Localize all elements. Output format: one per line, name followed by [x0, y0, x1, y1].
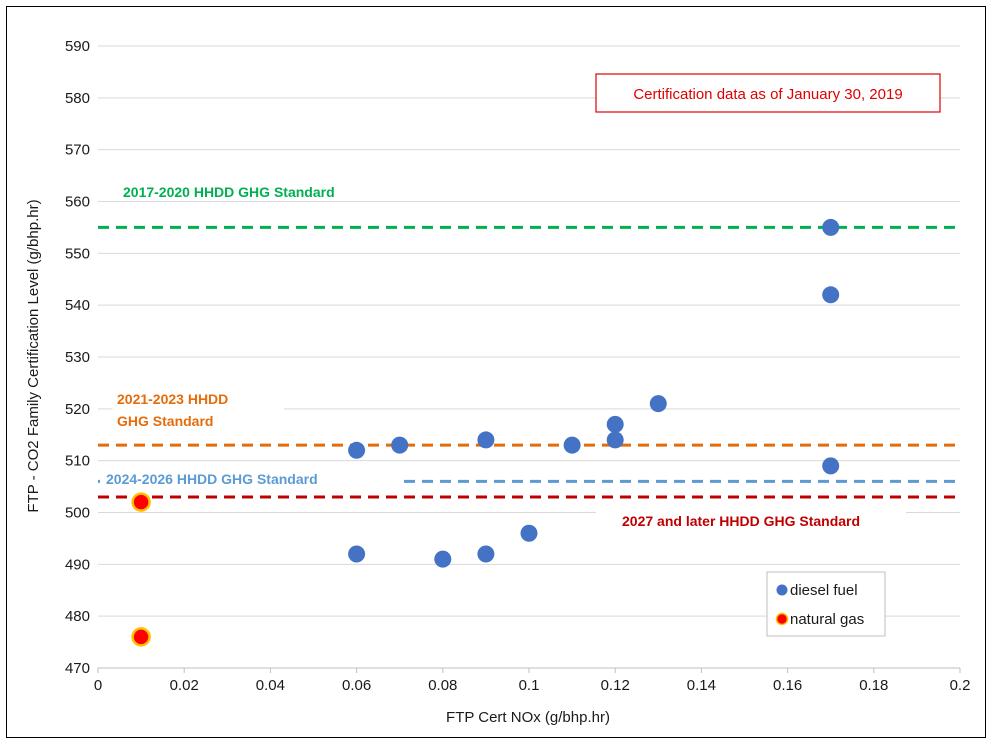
x-tick-label: 0.1: [519, 677, 540, 694]
axes: 470 480 490 500 510 520 530 540 550 560 570 580 590 0…: [65, 38, 970, 694]
ref-label-2021-2023-bg: [112, 383, 284, 429]
legend-marker-natural-gas: [775, 612, 789, 626]
annotation-text: Certification data as of January 30, 201…: [633, 86, 902, 103]
data-point: [477, 431, 495, 449]
ref-label-2027: 2027 and later HHDD GHG Standard: [622, 513, 860, 529]
data-point: [822, 286, 840, 304]
data-point: [348, 441, 366, 459]
x-tick-label: 0.08: [428, 677, 457, 694]
reference-lines: [98, 225, 960, 499]
y-tick-label: 530: [65, 349, 90, 366]
chart-frame: [6, 6, 986, 738]
ref-label-2021-2023-line1: 2021-2023 HHDD: [117, 391, 228, 407]
y-tick-label: 570: [65, 142, 90, 159]
legend-label-diesel: diesel fuel: [790, 582, 858, 599]
y-tick-label: 500: [65, 505, 90, 522]
data-point: [434, 550, 452, 568]
annotation-box: [595, 73, 941, 113]
legend-box: [766, 571, 886, 637]
x-tick-label: 0.02: [170, 677, 199, 694]
x-axis-title: FTP Cert NOx (g/bhp.hr): [446, 709, 610, 726]
ref-label-2021-2023-line2: GHG Standard: [117, 413, 213, 429]
y-tick-label: 480: [65, 608, 90, 625]
data-point: [391, 436, 409, 454]
y-tick-label: 560: [65, 194, 90, 211]
data-point: [563, 436, 581, 454]
x-tick-label: 0.2: [950, 677, 971, 694]
y-tick-label: 470: [65, 660, 90, 677]
y-tick-label: 520: [65, 401, 90, 418]
legend-label-natural-gas: natural gas: [790, 611, 864, 628]
data-point: [606, 415, 624, 433]
data-point: [649, 395, 667, 413]
y-tick-label: 510: [65, 453, 90, 470]
data-point: [131, 492, 151, 512]
y-tick-label: 540: [65, 297, 90, 314]
x-tick-label: 0.16: [773, 677, 802, 694]
ref-label-2017-2020: 2017-2020 HHDD GHG Standard: [123, 184, 335, 200]
x-tick-label: 0.12: [601, 677, 630, 694]
y-axis-title: FTP - CO2 Family Certification Level (g/…: [25, 199, 42, 512]
data-point: [606, 431, 624, 449]
ref-label-2024-2026: 2024-2026 HHDD GHG Standard: [106, 471, 318, 487]
x-tick-label: 0.14: [687, 677, 716, 694]
data-point: [822, 218, 840, 236]
data-points: [131, 218, 840, 647]
x-tick-label: 0: [94, 677, 102, 694]
x-tick-label: 0.18: [859, 677, 888, 694]
y-tick-label: 490: [65, 556, 90, 573]
ref-label-2027-bg: [596, 508, 906, 532]
y-tick-label: 580: [65, 90, 90, 107]
y-tick-label: 550: [65, 245, 90, 262]
data-point: [822, 457, 840, 475]
data-point: [477, 545, 495, 563]
legend-marker-diesel: [776, 584, 788, 596]
y-tick-label: 590: [65, 38, 90, 55]
x-tick-label: 0.06: [342, 677, 371, 694]
data-point: [131, 627, 151, 647]
ref-label-2024-2026-bg: [100, 467, 404, 489]
data-point: [348, 545, 366, 563]
data-point: [520, 524, 538, 542]
x-tick-label: 0.04: [256, 677, 285, 694]
